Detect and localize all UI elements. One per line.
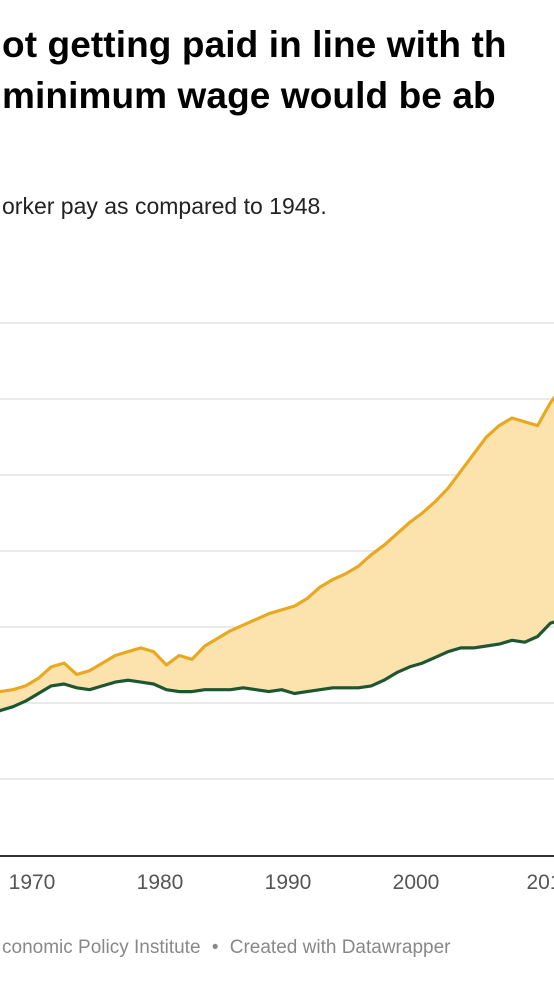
- x-tick-label: 201: [526, 871, 554, 894]
- gap-area-fill: [0, 397, 554, 711]
- x-tick-label: 1990: [265, 871, 312, 894]
- chart-title-line-2: minimum wage would be ab: [2, 75, 496, 116]
- x-tick-label: 1980: [137, 871, 184, 894]
- chart-footer: conomic Policy Institute • Created with …: [2, 937, 450, 959]
- x-tick-label: 1970: [9, 871, 56, 894]
- x-axis-ticks: 1970 1980 1990 2000 201: [9, 871, 554, 894]
- x-tick-label: 2000: [393, 871, 440, 894]
- wage-line: [0, 620, 554, 713]
- credit-text: Created with Datawrapper: [229, 937, 451, 958]
- chart-title-line-1: ot getting paid in line with th: [2, 24, 507, 65]
- source-text: conomic Policy Institute: [2, 937, 201, 958]
- chart-svg: 1970 1980 1990 2000 201: [0, 322, 554, 894]
- chart-area: 1970 1980 1990 2000 201: [0, 300, 554, 920]
- productivity-line: [0, 395, 554, 694]
- chart-subtitle: orker pay as compared to 1948.: [2, 193, 327, 219]
- footer-separator: •: [211, 937, 219, 958]
